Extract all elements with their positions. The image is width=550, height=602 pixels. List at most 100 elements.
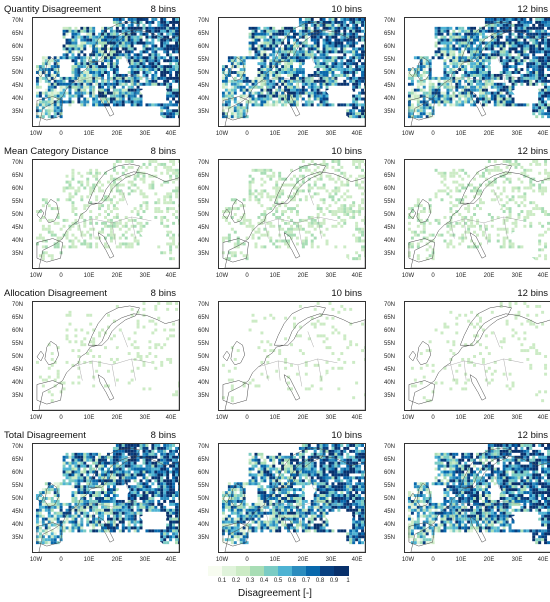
latitude-tick-label: 50N: [12, 212, 24, 218]
longitude-tick-label: 10E: [269, 131, 281, 137]
latitude-tick-label: 40N: [12, 522, 24, 528]
longitude-tick-label: 20E: [483, 557, 495, 563]
latitude-tick-label: 35N: [12, 535, 24, 541]
coastline: [469, 232, 487, 259]
country-border: [297, 364, 303, 387]
coastline: [87, 163, 140, 204]
sea-polygon: [489, 199, 502, 215]
coastline: [410, 171, 550, 268]
map-panel: 10 bins 70N 65N 60N 55N 50N 45N 40N 35N 10W 0 10E 20…: [190, 288, 366, 428]
longitude-tick-label: 10E: [455, 273, 467, 279]
longitude-tick-label: 30E: [511, 273, 523, 279]
colorbar-swatch: [222, 566, 237, 576]
colorbar-swatch: [334, 566, 349, 576]
latitude-tick-label: 35N: [198, 535, 210, 541]
latitude-tick-label: 45N: [198, 509, 210, 515]
longitude-tick-label: 20E: [297, 557, 309, 563]
country-border: [297, 506, 303, 529]
country-border: [78, 220, 83, 239]
colorbar-tick-label: 1: [346, 578, 350, 584]
colorbar-tick-label: 0.9: [329, 578, 339, 584]
latitude-tick-label: 65N: [198, 457, 210, 463]
europe-map: [35, 18, 179, 126]
country-border: [307, 47, 314, 64]
latitude-tick-label: 60N: [384, 186, 396, 192]
longitude-tick-label: 10W: [29, 557, 43, 563]
land-polygon: [460, 163, 512, 204]
country-border: [450, 220, 455, 239]
latitude-tick-label: 65N: [198, 31, 210, 37]
land-polygon: [408, 351, 416, 361]
europe-map: [221, 18, 365, 126]
coastline: [230, 340, 245, 366]
coastline: [36, 350, 45, 362]
country-border: [444, 74, 524, 83]
map-frame: [404, 17, 550, 127]
latitude-tick-label: 45N: [12, 83, 24, 89]
coastline: [36, 492, 45, 504]
country-border: [111, 506, 117, 529]
coastline: [459, 21, 512, 62]
latitude-tick-label: 55N: [198, 341, 210, 347]
country-border: [464, 218, 467, 239]
latitude-tick-label: 60N: [384, 470, 396, 476]
disagreement-field: [35, 302, 179, 403]
sea-polygon: [424, 254, 544, 268]
country-border: [92, 502, 95, 523]
country-border: [297, 80, 303, 103]
longitude-tick-label: 10W: [401, 273, 415, 279]
longitude-tick-label: 0: [59, 273, 63, 279]
coastline: [416, 340, 431, 366]
longitude-tick-label: 10W: [29, 415, 43, 421]
coastline: [408, 208, 417, 220]
latitude-tick-label: 45N: [384, 83, 396, 89]
longitude-tick-label: 10W: [401, 131, 415, 137]
latitude-tick-label: 50N: [12, 354, 24, 360]
coastline: [36, 208, 45, 220]
latitude-tick-label: 40N: [12, 380, 24, 386]
coastline: [459, 163, 512, 204]
colorbar-tick-label: 0.3: [245, 578, 255, 584]
colorbar-tick-label: 0.4: [259, 578, 269, 584]
country-border: [78, 504, 83, 523]
coastline: [44, 198, 59, 224]
latitude-tick-label: 50N: [384, 354, 396, 360]
longitude-tick-label: 10W: [215, 415, 229, 421]
country-border: [483, 222, 489, 245]
sea-polygon: [117, 341, 130, 357]
longitude-tick-label: 10W: [29, 131, 43, 137]
latitude-tick-label: 35N: [12, 393, 24, 399]
longitude-tick-label: 10E: [269, 415, 281, 421]
longitude-tick-label: 40E: [537, 415, 549, 421]
country-border: [111, 80, 117, 103]
latitude-tick-label: 40N: [198, 238, 210, 244]
disagreement-field: [35, 444, 179, 545]
country-border: [297, 222, 303, 245]
longitude-tick-label: 40E: [351, 415, 363, 421]
land-polygon: [222, 351, 230, 361]
latitude-tick-label: 35N: [384, 109, 396, 115]
longitude-tick-label: 30E: [511, 557, 523, 563]
coastline: [38, 171, 179, 268]
panel-bins-label: 12 bins: [517, 288, 548, 299]
panel-bins-label: 8 bins: [150, 146, 176, 157]
coastline: [224, 171, 365, 268]
coastline: [408, 492, 417, 504]
longitude-tick-label: 10E: [269, 273, 281, 279]
disagreement-field: [221, 18, 365, 119]
sea-polygon: [325, 86, 354, 101]
coastline: [222, 380, 249, 405]
coastline: [408, 380, 435, 405]
coastline: [230, 482, 245, 508]
longitude-tick-label: 0: [245, 415, 249, 421]
latitude-tick-label: 50N: [198, 70, 210, 76]
coastline: [36, 96, 63, 121]
sea-polygon: [511, 512, 540, 527]
colorbar-swatch: [208, 566, 223, 576]
latitude-tick-label: 70N: [12, 444, 24, 450]
map-frame: [32, 17, 180, 127]
latitude-tick-label: 65N: [12, 315, 24, 321]
longitude-tick-label: 30E: [511, 415, 523, 421]
latitude-tick-label: 55N: [198, 57, 210, 63]
